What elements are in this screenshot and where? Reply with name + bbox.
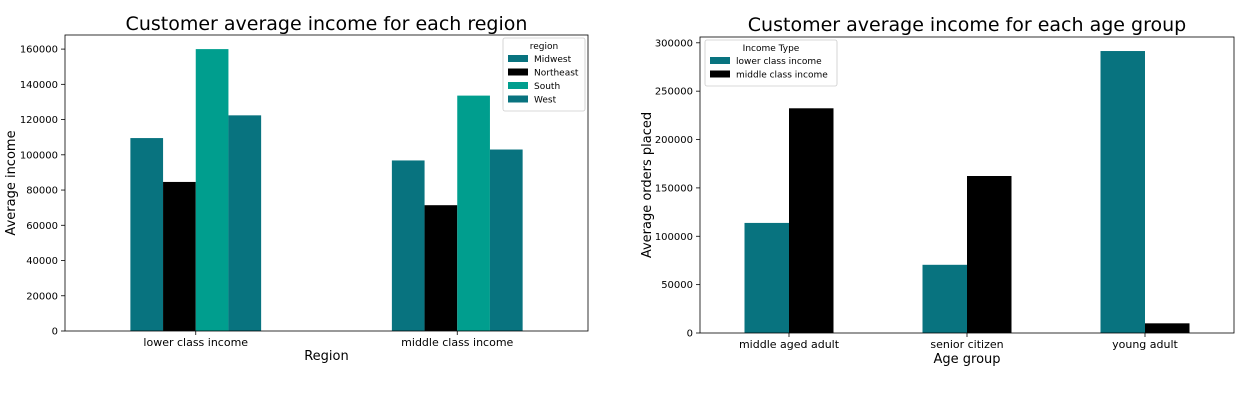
y-tick-label: 120000 xyxy=(20,115,58,126)
y-tick-label: 160000 xyxy=(20,45,58,56)
x-axis-label: Region xyxy=(304,349,349,364)
y-tick-label: 60000 xyxy=(26,221,58,232)
y-tick-label: 0 xyxy=(52,327,58,338)
chart-1: 0 20000 40000 60000 80000 100000 120000 140000 1… xyxy=(4,13,589,364)
legend-swatch-south xyxy=(508,82,528,89)
x-tick-label: middle class income xyxy=(401,336,513,349)
legend-swatch-middle-class-income xyxy=(710,70,730,78)
legend-box xyxy=(704,39,838,87)
x-tick-label: young adult xyxy=(1112,338,1178,351)
y-tick-label: 80000 xyxy=(26,186,58,197)
y-tick-label: 300000 xyxy=(655,38,693,49)
legend-label: lower class income xyxy=(736,57,822,67)
x-tick-label: lower class income xyxy=(143,336,248,349)
legend-swatch-west xyxy=(508,95,528,103)
bar-middle-class-income-1 xyxy=(789,108,834,333)
bar-middle-class-income-3 xyxy=(1145,323,1190,333)
y-tick-label: 150000 xyxy=(655,183,693,194)
legend-swatch-northeast xyxy=(508,68,528,76)
chart-2: 0 50000 100000 150000 200000 250000 300000 midd… xyxy=(640,14,1235,367)
y-tick-label: 50000 xyxy=(661,280,693,291)
legend-title: region xyxy=(530,42,558,52)
y-axis-label: Average income xyxy=(4,130,19,235)
legend-label: Midwest xyxy=(534,55,572,65)
bar-middle-class-income-2 xyxy=(967,176,1012,333)
legend-label: middle class income xyxy=(736,71,828,81)
chart-title: Customer average income for each region xyxy=(126,13,528,35)
plot-frame xyxy=(64,34,589,332)
y-tick-label: 0 xyxy=(687,329,693,340)
legend-swatch-midwest xyxy=(508,55,528,62)
legend-label: Northeast xyxy=(534,69,579,79)
bar-lower-class-income-3 xyxy=(1100,51,1145,333)
bar-midwest-2 xyxy=(391,160,425,331)
bar-south-1 xyxy=(195,49,229,331)
bar-northeast-2 xyxy=(424,205,458,331)
y-tick-label: 200000 xyxy=(655,135,693,146)
bar-midwest-1 xyxy=(130,138,164,331)
bar-lower-class-income-1 xyxy=(744,222,789,333)
bar-lower-class-income-2 xyxy=(922,264,967,333)
bar-west-2 xyxy=(489,149,523,331)
legend-title: Income Type xyxy=(743,44,800,54)
y-tick-label: 140000 xyxy=(20,80,58,91)
bar-south-2 xyxy=(457,95,490,331)
x-tick-label: middle aged adult xyxy=(739,338,840,351)
y-tick-label: 100000 xyxy=(20,150,58,161)
bar-northeast-1 xyxy=(163,181,196,331)
legend-label: South xyxy=(534,82,560,92)
y-axis-label: Average orders placed xyxy=(640,112,655,258)
bar-west-1 xyxy=(228,115,262,331)
y-tick-label: 100000 xyxy=(655,232,693,243)
x-tick-label: senior citizen xyxy=(930,338,1003,351)
y-tick-label: 40000 xyxy=(26,256,58,267)
x-axis-label: Age group xyxy=(933,352,1000,367)
chart-title: Customer average income for each age gro… xyxy=(748,14,1186,36)
legend-swatch-lower-class-income xyxy=(710,57,730,64)
y-tick-label: 250000 xyxy=(655,87,693,98)
legend-label: West xyxy=(534,96,557,106)
y-tick-label: 20000 xyxy=(26,291,58,302)
